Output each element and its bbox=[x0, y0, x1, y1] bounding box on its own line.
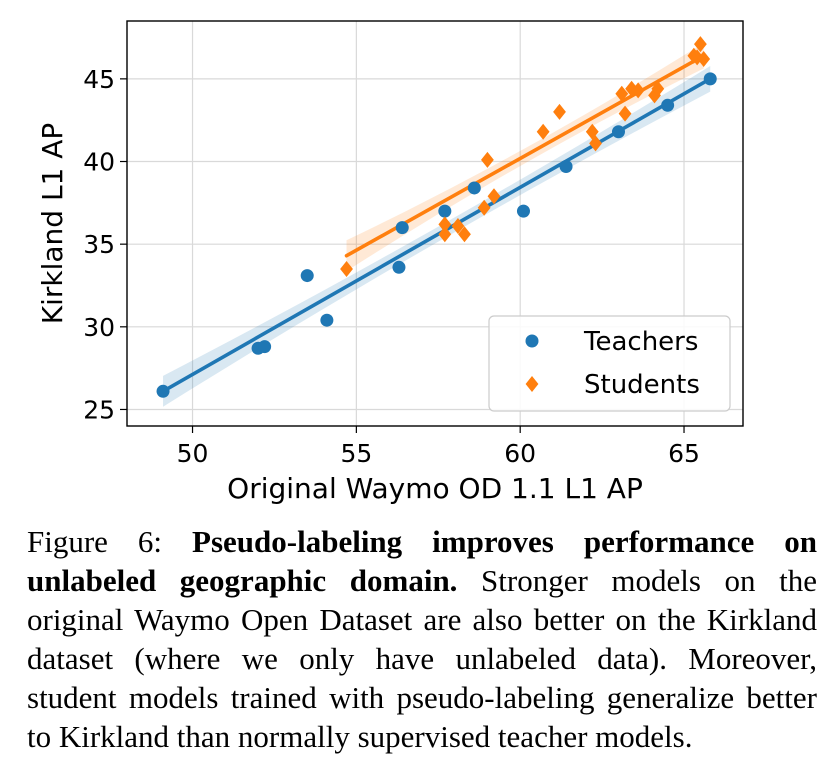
teacher-point bbox=[703, 72, 717, 86]
caption-label: Figure 6: bbox=[27, 524, 193, 559]
teacher-point bbox=[392, 260, 406, 274]
student-point bbox=[618, 105, 632, 122]
student-point bbox=[451, 217, 465, 234]
tick-labels: 50 55 60 65 25 30 35 40 45 bbox=[83, 65, 700, 468]
student-point bbox=[487, 188, 501, 205]
teacher-point bbox=[559, 159, 573, 173]
legend: Teachers Students bbox=[488, 315, 731, 412]
student-point bbox=[477, 199, 491, 216]
student-point bbox=[340, 260, 353, 277]
x-tick-label: 60 bbox=[504, 439, 536, 468]
x-tick-label: 55 bbox=[340, 439, 372, 468]
student-point bbox=[651, 80, 665, 97]
y-tick-label: 25 bbox=[83, 395, 115, 424]
teacher-point bbox=[300, 269, 314, 283]
student-point bbox=[631, 82, 645, 99]
legend-teachers-label: Teachers bbox=[583, 327, 698, 357]
teacher-point bbox=[258, 340, 272, 354]
student-point bbox=[589, 135, 602, 152]
student-point bbox=[697, 51, 711, 68]
y-tick-label: 45 bbox=[83, 65, 115, 94]
legend-students-marker bbox=[525, 376, 539, 392]
teacher-point bbox=[438, 204, 452, 218]
teacher-point bbox=[516, 204, 530, 218]
y-tick-label: 35 bbox=[83, 230, 115, 259]
y-axis-label: Kirkland L1 AP bbox=[36, 123, 69, 325]
student-point bbox=[553, 103, 566, 120]
plot-frame bbox=[126, 20, 744, 427]
student-point bbox=[438, 216, 452, 233]
caption-text: Stronger models on the original Waymo Op… bbox=[27, 563, 817, 754]
caption-bold: Pseudo-labeling improves performance on … bbox=[27, 524, 817, 598]
scatter-chart: 50 55 60 65 25 30 35 40 45 Original Waymo OD 1.1… bbox=[36, 20, 744, 505]
x-tick-label: 50 bbox=[177, 439, 209, 468]
legend-teachers-marker bbox=[525, 334, 539, 348]
student-point bbox=[458, 226, 471, 243]
teacher-point bbox=[661, 98, 675, 112]
student-point bbox=[481, 151, 494, 168]
teacher-point bbox=[467, 181, 481, 195]
teacher-point bbox=[611, 125, 625, 139]
student-point bbox=[536, 123, 550, 140]
student-point bbox=[438, 226, 452, 243]
student-point bbox=[694, 36, 707, 53]
teacher-point bbox=[395, 221, 409, 235]
y-tick-label: 30 bbox=[83, 313, 115, 342]
legend-box bbox=[488, 315, 731, 412]
data-points bbox=[156, 36, 717, 398]
legend-students-label: Students bbox=[584, 370, 700, 400]
x-axis-label: Original Waymo OD 1.1 L1 AP bbox=[227, 472, 643, 505]
student-point bbox=[615, 85, 629, 102]
x-tick-label: 65 bbox=[668, 439, 700, 468]
y-tick-label: 40 bbox=[83, 148, 115, 177]
grid-lines bbox=[127, 21, 743, 426]
teacher-point bbox=[320, 313, 334, 327]
figure-caption: Figure 6: Pseudo-labeling improves perfo… bbox=[27, 522, 817, 756]
teacher-point bbox=[156, 384, 170, 398]
